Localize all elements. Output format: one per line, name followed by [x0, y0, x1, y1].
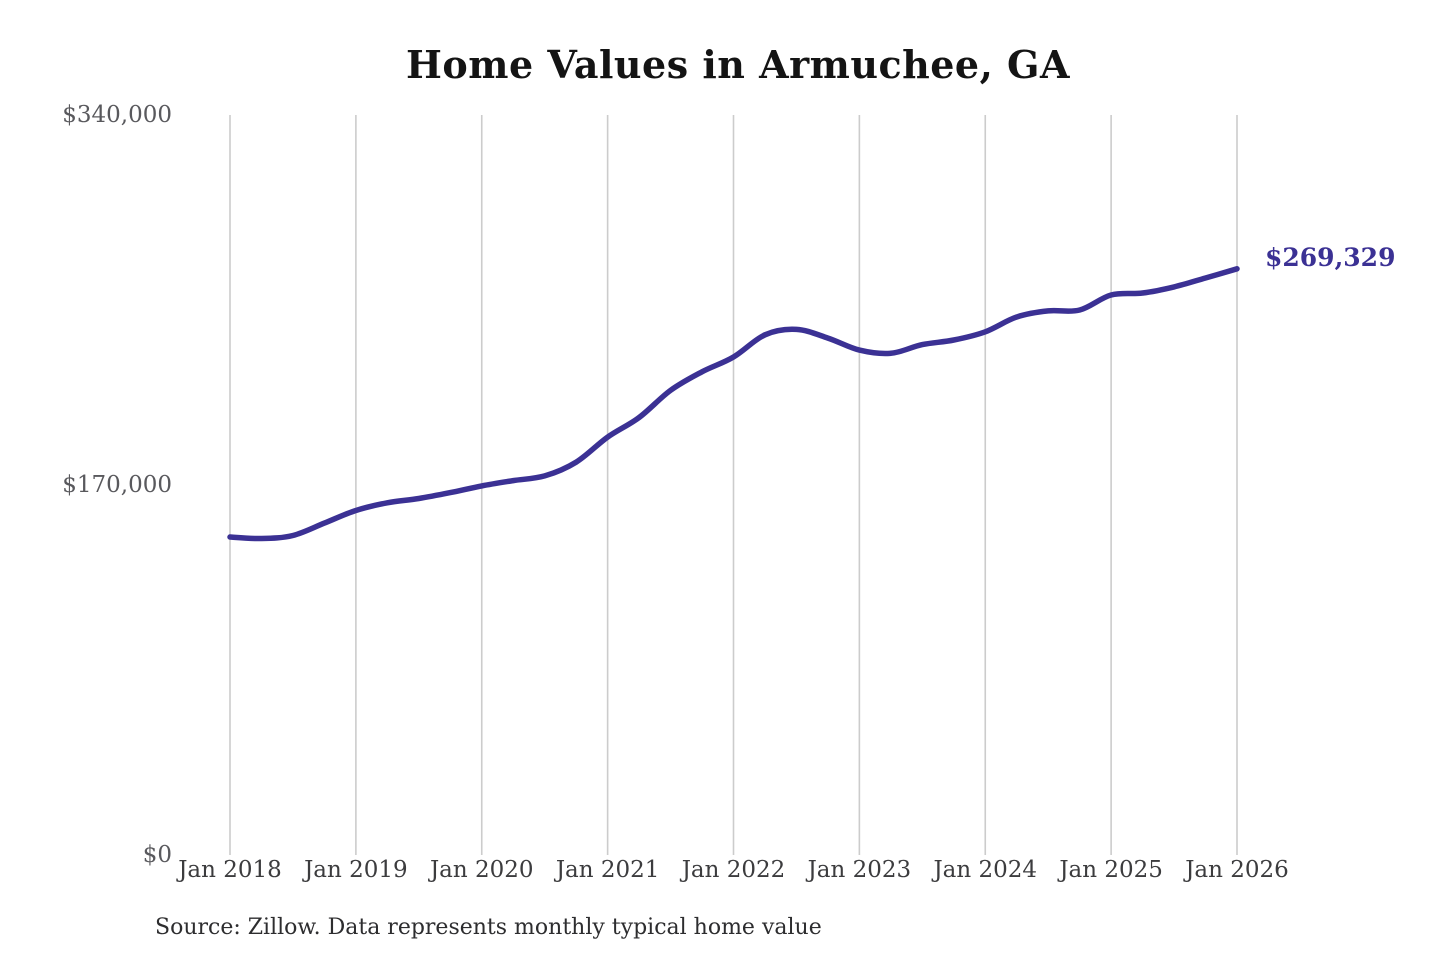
source-note: Source: Zillow. Data represents monthly …: [155, 915, 822, 940]
x-axis-tick-label: Jan 2024: [933, 857, 1038, 883]
x-axis-tick-label: Jan 2026: [1185, 857, 1289, 883]
x-axis-tick-label: Jan 2020: [429, 857, 534, 883]
x-axis-tick-label: Jan 2025: [1059, 857, 1163, 883]
latest-value-label: $269,329: [1265, 242, 1396, 272]
x-axis-tick-label: Jan 2023: [807, 857, 912, 883]
trend-line: [227, 266, 1240, 542]
x-axis-tick-label: Jan 2019: [304, 857, 408, 883]
x-axis-tick-label: Jan 2022: [681, 857, 786, 883]
x-axis-tick-label: Jan 2018: [178, 857, 282, 883]
y-axis-tick-label: $340,000: [62, 102, 172, 128]
x-axis-tick-label: Jan 2021: [555, 857, 660, 883]
y-axis-tick-label: $0: [142, 842, 172, 868]
chart-title: Home Values in Armuchee, GA: [406, 42, 1070, 87]
y-axis-tick-label: $170,000: [62, 472, 172, 498]
